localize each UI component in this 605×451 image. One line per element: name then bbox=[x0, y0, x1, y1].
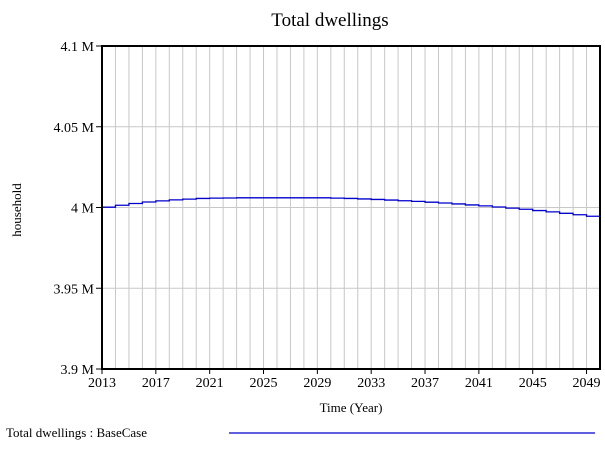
x-tick-label: 2029 bbox=[303, 376, 331, 391]
chart-title: Total dwellings bbox=[271, 10, 388, 31]
x-tick-label: 2045 bbox=[519, 376, 547, 391]
y-axis-ticks: 3.9 M3.95 M4 M4.05 M4.1 M bbox=[54, 40, 102, 378]
y-tick-label: 4.1 M bbox=[61, 40, 95, 55]
x-tick-label: 2017 bbox=[142, 376, 170, 391]
legend-label: Total dwellings : BaseCase bbox=[6, 425, 147, 440]
y-axis-label: household bbox=[9, 183, 24, 237]
y-tick-label: 4 M bbox=[71, 202, 95, 217]
x-tick-label: 2049 bbox=[573, 376, 601, 391]
x-axis-ticks: 2013 2017 2021 2025 2029 2033 2037 2041 2045 2049 bbox=[88, 369, 601, 391]
x-tick-label: 2025 bbox=[250, 376, 278, 391]
x-tick-label: 2021 bbox=[196, 376, 224, 391]
legend: Total dwellings : BaseCase bbox=[6, 425, 595, 440]
y-tick-label: 3.95 M bbox=[54, 282, 95, 297]
x-tick-label: 2041 bbox=[465, 376, 493, 391]
x-axis-label: Time (Year) bbox=[320, 400, 383, 415]
x-tick-label: 2037 bbox=[411, 376, 439, 391]
x-tick-label: 2033 bbox=[357, 376, 385, 391]
grid-lines bbox=[102, 46, 600, 369]
y-tick-label: 4.05 M bbox=[54, 121, 95, 136]
x-tick-label: 2013 bbox=[88, 376, 116, 391]
